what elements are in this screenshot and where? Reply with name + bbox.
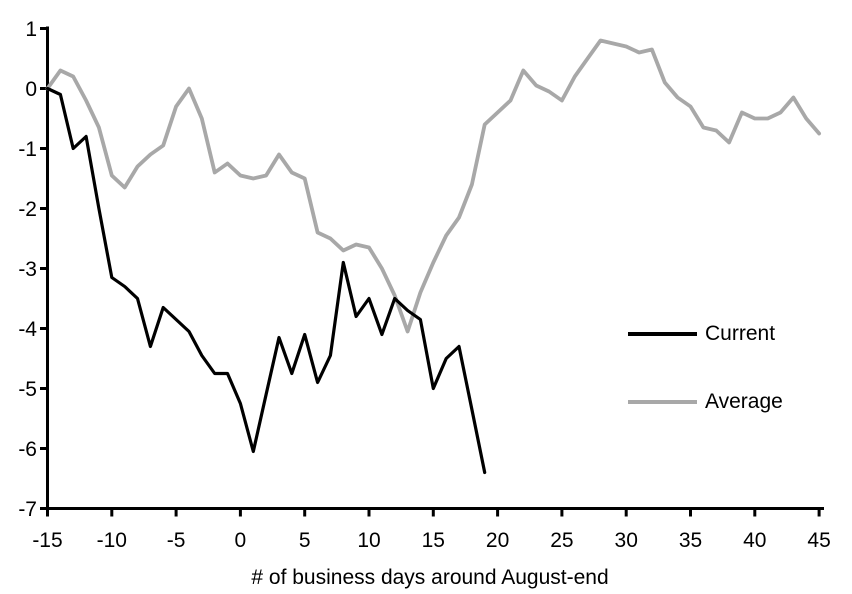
current-line (45, 86, 487, 475)
y-tick-label: -4 (18, 318, 37, 341)
x-tick-label: 30 (615, 529, 638, 552)
y-tick-label: -3 (18, 258, 37, 281)
legend-label-current: Current (705, 322, 776, 345)
average-line (45, 38, 821, 334)
y-tick-label: -5 (18, 378, 37, 401)
x-tick-label: 5 (299, 529, 311, 552)
x-tick-label: 45 (807, 529, 830, 552)
x-tick-label: 35 (679, 529, 702, 552)
y-tick-label: -2 (18, 198, 37, 221)
legend-item-current: Current (628, 321, 775, 347)
x-tick-label: -15 (32, 529, 62, 552)
x-tick-label: 20 (486, 529, 509, 552)
y-tick-label: -7 (18, 498, 37, 521)
x-axis-title: # of business days around August-end (251, 566, 609, 589)
x-tick-label: -5 (167, 529, 186, 552)
y-tick-label: -1 (18, 138, 37, 161)
y-tick-label: -6 (18, 438, 37, 461)
x-tick-label: 40 (743, 529, 766, 552)
x-tick-label: 0 (235, 529, 247, 552)
x-tick-label: 15 (422, 529, 445, 552)
y-tick-label: 1 (25, 18, 37, 41)
current-line-swatch (628, 332, 697, 336)
average-line-swatch (628, 400, 697, 404)
y-tick-label: 0 (25, 78, 37, 101)
x-tick-label: -10 (97, 529, 127, 552)
x-tick-label: 25 (550, 529, 573, 552)
x-tick-label: 10 (357, 529, 380, 552)
legend-label-average: Average (705, 390, 783, 413)
legend-item-average: Average (628, 389, 783, 415)
